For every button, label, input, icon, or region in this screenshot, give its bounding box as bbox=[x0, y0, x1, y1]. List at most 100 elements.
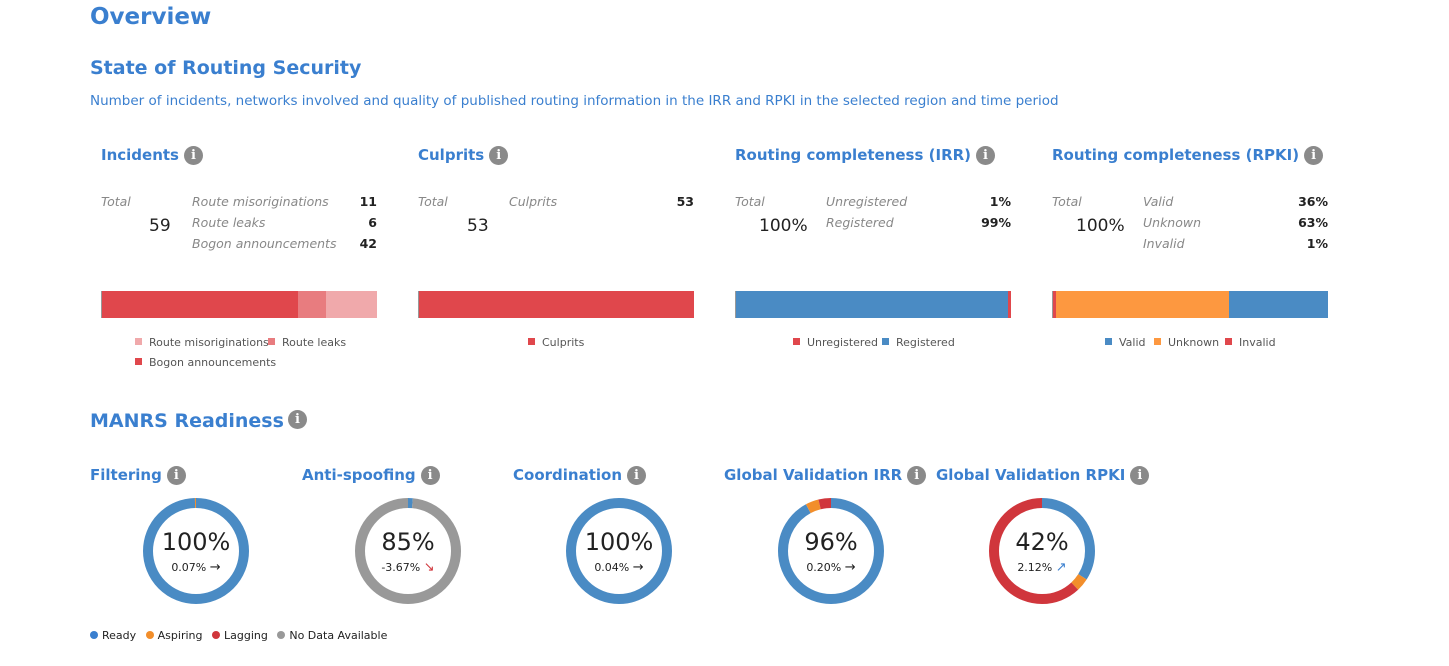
info-icon[interactable]: i bbox=[1130, 466, 1150, 485]
legend-item[interactable]: Culprits bbox=[528, 336, 584, 349]
row-value: 1% bbox=[1306, 236, 1328, 251]
legend-swatch bbox=[135, 338, 142, 345]
donut-percent: 100% bbox=[584, 528, 654, 556]
legend-item[interactable]: Ready bbox=[90, 629, 136, 642]
row-value: 1% bbox=[989, 194, 1011, 209]
incidents-panel: Incidents i Total 59 Route misorigination… bbox=[101, 146, 377, 376]
change-value: 2.12% bbox=[1017, 561, 1053, 574]
culprits-title-text: Culprits bbox=[418, 146, 485, 164]
bar-segment[interactable] bbox=[297, 291, 326, 318]
bar-segment[interactable] bbox=[736, 291, 1009, 318]
row-value: 99% bbox=[981, 215, 1011, 230]
culprits-bar[interactable] bbox=[418, 291, 694, 318]
donut-percent: 85% bbox=[381, 528, 435, 556]
bar-segment[interactable] bbox=[419, 291, 694, 318]
legend-item[interactable]: No Data Available bbox=[277, 629, 387, 642]
bar-segment[interactable] bbox=[102, 291, 298, 318]
rpki-bar[interactable] bbox=[1052, 291, 1328, 318]
legend-swatch bbox=[135, 358, 142, 365]
incidents-bar[interactable] bbox=[101, 291, 377, 318]
legend-item[interactable]: Unknown bbox=[1154, 336, 1219, 349]
total-value: 53 bbox=[467, 216, 489, 236]
section-title: State of Routing Security bbox=[90, 57, 362, 79]
card-title-text: Global Validation RPKI bbox=[936, 466, 1126, 484]
trend-icon: → bbox=[632, 560, 644, 575]
bar-segment[interactable] bbox=[1053, 291, 1056, 318]
page-title: Overview bbox=[90, 4, 212, 30]
row-value: 63% bbox=[1298, 215, 1328, 230]
info-icon[interactable]: i bbox=[420, 466, 440, 485]
legend-item[interactable]: Registered bbox=[882, 336, 955, 349]
card-title-text: Anti-spoofing bbox=[302, 466, 416, 484]
row-label: Unregistered bbox=[826, 194, 908, 209]
global-validation-irr-donut[interactable]: 96% 0.20% → bbox=[776, 496, 886, 606]
donut-change: 2.12% ↗ bbox=[987, 560, 1097, 575]
anti-spoofing-donut[interactable]: 85% -3.67% ↘ bbox=[353, 496, 463, 606]
irr-bar[interactable] bbox=[735, 291, 1011, 318]
legend-label: Route leaks bbox=[282, 336, 347, 349]
row-label: Valid bbox=[1143, 194, 1174, 209]
card-title-text: Coordination bbox=[513, 466, 622, 484]
donut-change: 0.07% → bbox=[141, 560, 251, 575]
info-icon[interactable]: i bbox=[976, 146, 996, 165]
legend-dot bbox=[277, 631, 286, 639]
row-value: 42 bbox=[359, 236, 377, 251]
legend-label: Registered bbox=[896, 336, 955, 349]
trend-icon: → bbox=[844, 560, 856, 575]
filtering-donut[interactable]: 100% 0.07% → bbox=[141, 496, 251, 606]
manrs-title-text: MANRS Readiness bbox=[90, 410, 284, 432]
legend-label: Aspiring bbox=[157, 629, 203, 642]
legend-item[interactable]: Invalid bbox=[1225, 336, 1276, 349]
legend-item[interactable]: Bogon announcements bbox=[135, 356, 276, 369]
coordination-donut[interactable]: 100% 0.04% → bbox=[564, 496, 674, 606]
legend-swatch bbox=[1154, 338, 1161, 345]
bar-segment[interactable] bbox=[1229, 291, 1328, 318]
legend-label: Lagging bbox=[223, 629, 268, 642]
donut-ring bbox=[355, 498, 461, 604]
legend-label: Valid bbox=[1119, 336, 1146, 349]
filtering-title: Filtering i bbox=[90, 466, 186, 485]
legend-item[interactable]: Unregistered bbox=[793, 336, 878, 349]
row-label: Invalid bbox=[1143, 236, 1185, 251]
info-icon[interactable]: i bbox=[287, 410, 307, 429]
legend-dot bbox=[90, 631, 98, 639]
legend-swatch bbox=[268, 338, 275, 345]
change-value: 0.04% bbox=[594, 561, 630, 574]
trend-icon: → bbox=[209, 560, 221, 575]
irr-title: Routing completeness (IRR) i bbox=[735, 146, 996, 165]
info-icon[interactable]: i bbox=[489, 146, 509, 165]
row-value: 11 bbox=[359, 194, 377, 209]
legend-item[interactable]: Lagging bbox=[211, 629, 268, 642]
total-value: 100% bbox=[1076, 216, 1125, 236]
total-label: Total bbox=[1052, 194, 1082, 209]
bar-segment[interactable] bbox=[1055, 291, 1229, 318]
donut-segment[interactable] bbox=[778, 498, 884, 604]
donut-segment[interactable] bbox=[989, 498, 1095, 604]
manrs-legend: Ready Aspiring Lagging No Data Available bbox=[90, 629, 393, 642]
culprits-panel: Culprits i Total 53 Culprits 53 Culprits bbox=[418, 146, 694, 376]
legend-item[interactable]: Aspiring bbox=[145, 629, 203, 642]
legend-item[interactable]: Valid bbox=[1105, 336, 1146, 349]
legend-swatch bbox=[1105, 338, 1112, 345]
global-validation-rpki-donut[interactable]: 42% 2.12% ↗ bbox=[987, 496, 1097, 606]
rpki-title: Routing completeness (RPKI) i bbox=[1052, 146, 1324, 165]
donut-segment[interactable] bbox=[143, 498, 249, 604]
card-title-text: Global Validation IRR bbox=[724, 466, 903, 484]
row-label: Route misoriginations bbox=[192, 194, 329, 209]
bar-segment[interactable] bbox=[325, 291, 377, 318]
legend-label: Ready bbox=[102, 629, 137, 642]
info-icon[interactable]: i bbox=[627, 466, 646, 485]
donut-ring bbox=[143, 498, 249, 604]
bar-segment[interactable] bbox=[1008, 291, 1011, 318]
legend-item[interactable]: Route misoriginations bbox=[135, 336, 269, 349]
info-icon[interactable]: i bbox=[166, 466, 186, 485]
legend-item[interactable]: Route leaks bbox=[268, 336, 346, 349]
total-label: Total bbox=[418, 194, 448, 209]
total-value: 59 bbox=[149, 216, 171, 236]
info-icon[interactable]: i bbox=[1304, 146, 1324, 165]
info-icon[interactable]: i bbox=[907, 466, 927, 485]
info-icon[interactable]: i bbox=[183, 146, 203, 165]
donut-segment[interactable] bbox=[566, 498, 672, 604]
legend-dot bbox=[145, 631, 154, 639]
donut-segment[interactable] bbox=[355, 498, 461, 604]
